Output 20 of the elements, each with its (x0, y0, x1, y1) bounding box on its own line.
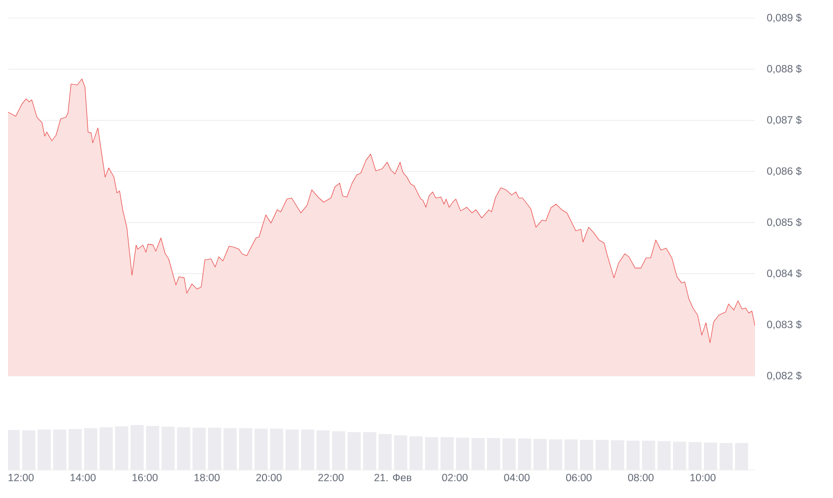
y-tick-label: 0,089 $ (767, 13, 802, 23)
y-tick-label: 0,086 $ (767, 166, 802, 176)
x-tick-label: 12:00 (8, 474, 34, 482)
x-tick-label: 14:00 (70, 474, 96, 482)
x-tick-label: 20:00 (256, 474, 282, 482)
y-tick-label: 0,083 $ (767, 320, 802, 330)
x-tick-label: 21. Фев (374, 474, 412, 482)
x-tick-label: 08:00 (628, 474, 654, 482)
y-tick-label: 0,088 $ (767, 64, 802, 74)
x-tick-label: 02:00 (442, 474, 468, 482)
y-tick-label: 0,087 $ (767, 116, 802, 125)
x-tick-label: 16:00 (132, 474, 158, 482)
y-tick-label: 0,084 $ (767, 269, 802, 278)
x-tick-label: 18:00 (194, 474, 220, 482)
x-tick-label: 10:00 (690, 474, 716, 482)
y-tick-label: 0,082 $ (767, 371, 802, 381)
x-tick-label: 06:00 (566, 474, 592, 482)
x-tick-label: 22:00 (318, 474, 344, 482)
y-tick-label: 0,085 $ (767, 218, 802, 228)
x-tick-label: 04:00 (504, 474, 530, 482)
